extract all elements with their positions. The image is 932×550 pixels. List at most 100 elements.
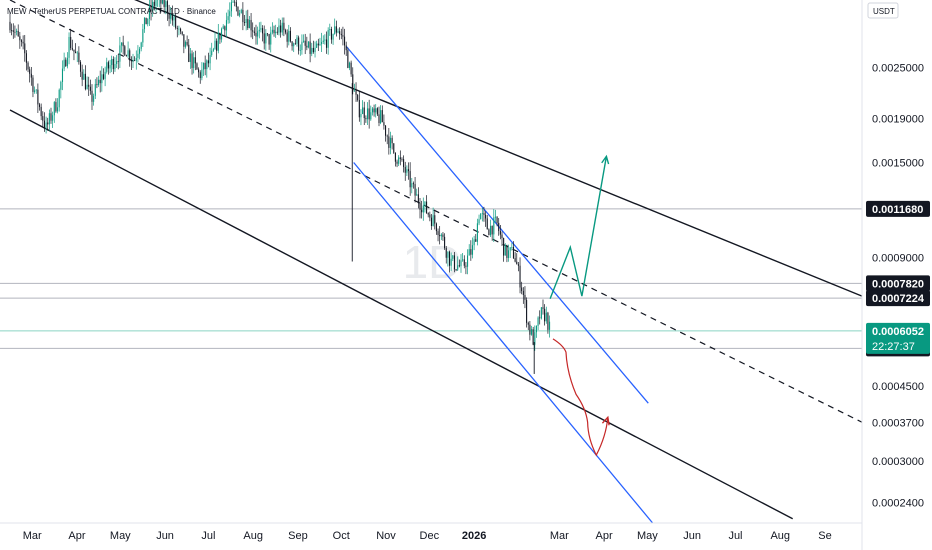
candle-body: [496, 216, 498, 223]
candle-body: [91, 90, 93, 102]
candle-body: [447, 251, 449, 258]
candle-countdown: 22:27:37: [872, 341, 915, 353]
time-tick-label: Nov: [376, 530, 396, 542]
time-axis[interactable]: Mar Apr May Jun Jul Aug Sep Oct Nov Dec 2026 Mar Apr…: [23, 530, 832, 542]
candle-body: [57, 107, 59, 112]
time-tick-label: Jun: [156, 530, 174, 542]
price-tick-label: 0.0015000: [872, 157, 924, 169]
candle-body: [19, 36, 21, 41]
candle-body: [147, 18, 149, 25]
candle-body: [176, 27, 178, 29]
candle-body: [385, 125, 387, 136]
candle-body: [22, 41, 24, 44]
candle-body: [404, 166, 406, 173]
candle-body: [519, 265, 521, 288]
time-tick-label: Jun: [683, 530, 701, 542]
candle-body: [148, 6, 150, 19]
candle-body: [475, 239, 477, 242]
candle-body: [473, 239, 475, 246]
candle-body: [32, 77, 34, 92]
candle-body: [432, 215, 434, 226]
candle-body: [243, 22, 246, 23]
candle-body: [116, 61, 118, 65]
candle-body: [242, 9, 244, 23]
candle-body: [335, 26, 337, 33]
candle-body: [493, 217, 495, 235]
candle-body: [365, 118, 367, 120]
candle-body: [417, 194, 419, 204]
outer-channel-lower: [9, 109, 794, 520]
candle-body: [37, 89, 39, 105]
candle-body: [383, 122, 385, 126]
time-tick-label: Apr: [68, 530, 85, 542]
candle-body: [321, 42, 323, 45]
bullish-arrow-head: [601, 154, 610, 165]
candle-body: [399, 157, 401, 159]
price-tick-label: 0.0004500: [872, 381, 924, 393]
candle-body: [471, 245, 474, 255]
candle-body: [178, 28, 180, 30]
candle-body: [535, 325, 537, 333]
candle-body: [504, 245, 506, 256]
candle-body: [393, 143, 395, 153]
price-badges: 0.00116800.00078200.00072240.00055100.00…: [866, 200, 930, 357]
candle-body: [324, 39, 326, 41]
candle-body: [363, 107, 365, 119]
time-tick-label: Aug: [770, 530, 790, 542]
candle-body: [304, 40, 306, 46]
watermark: 1D: [403, 236, 462, 288]
candle-body: [355, 90, 357, 95]
price-tick-label: 0.0025000: [872, 63, 924, 75]
price-level-label: 0.0007224: [872, 293, 925, 305]
candle-body: [375, 108, 377, 113]
candle-body: [491, 225, 493, 235]
candle-body: [296, 37, 298, 44]
candle-body: [311, 47, 313, 54]
candle-body: [506, 245, 508, 258]
candle-body: [268, 34, 270, 45]
candle-body: [248, 19, 250, 29]
candle-body: [70, 36, 72, 49]
candle-body: [366, 108, 369, 120]
candle-body: [398, 157, 400, 164]
candle-body: [109, 65, 111, 69]
candle-body: [299, 50, 301, 51]
price-level-badge: [866, 275, 930, 292]
candle-body: [165, 1, 167, 7]
candle-body: [145, 17, 147, 25]
candle-body: [509, 247, 511, 251]
candle-body: [258, 29, 260, 32]
candle-body: [217, 32, 219, 51]
candle-body: [224, 26, 226, 31]
price-axis[interactable]: 0.0025000 0.0019000 0.0015000 0.0009000 0.00…: [872, 63, 924, 510]
candle-body: [435, 223, 437, 232]
candle-body: [183, 34, 185, 47]
candle-body: [462, 259, 464, 261]
candle-body: [334, 26, 336, 34]
candle-body: [284, 30, 287, 33]
candle-body: [111, 59, 113, 66]
candle-body: [344, 36, 346, 46]
candle-body: [478, 219, 480, 224]
candle-body: [508, 250, 510, 258]
candle-body: [532, 329, 534, 345]
candle-body: [124, 46, 126, 56]
down-channel-lower: [353, 162, 654, 524]
candle-body: [271, 29, 273, 33]
candle-body: [202, 62, 205, 70]
candle-body: [460, 260, 462, 267]
candle-body: [439, 235, 441, 237]
candle-body: [317, 43, 319, 46]
candle-body: [280, 25, 282, 33]
price-level-badge: [866, 200, 930, 217]
projection-arrows[interactable]: [549, 154, 610, 457]
candle-body: [83, 73, 85, 80]
candle-body: [517, 264, 519, 266]
candle-body: [79, 62, 82, 72]
time-tick-label: Mar: [550, 530, 569, 542]
candle-body: [127, 50, 129, 57]
candle-body: [424, 201, 426, 206]
candle-body: [381, 110, 383, 123]
currency-button[interactable]: USDT: [867, 2, 899, 19]
